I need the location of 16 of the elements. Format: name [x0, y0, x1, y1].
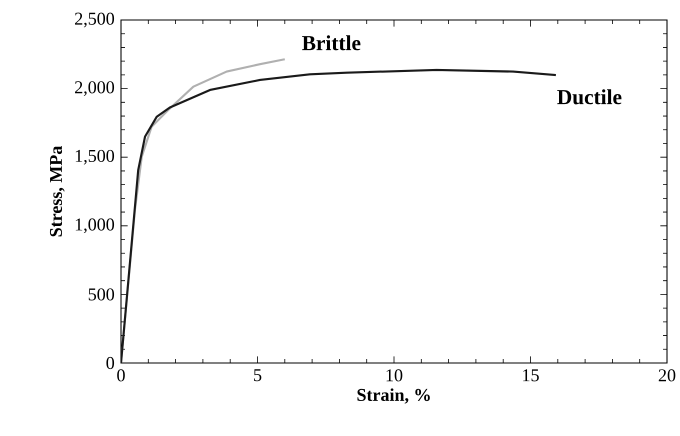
- x-tick-label: 20: [658, 369, 676, 382]
- y-tick-label: 2,500: [75, 12, 114, 28]
- y-axis-title: Stress, MPa: [50, 146, 65, 236]
- x-axis-title: Strain, %: [357, 388, 430, 404]
- x-tick-label: 10: [386, 369, 402, 382]
- y-tick-label: 1,000: [76, 218, 114, 234]
- line-series: [121, 68, 557, 363]
- x-tick-label: 0: [117, 369, 125, 382]
- series-label: Brittle: [302, 35, 360, 50]
- series-label: Ductile: [557, 89, 622, 104]
- y-tick-label: 0: [106, 356, 114, 370]
- y-tick-label: 500: [88, 288, 114, 300]
- x-tick-label: 5: [254, 369, 262, 382]
- x-tick-label: 15: [523, 369, 539, 382]
- y-tick-label: 2,000: [75, 81, 114, 96]
- y-tick-label: 1,500: [76, 150, 114, 165]
